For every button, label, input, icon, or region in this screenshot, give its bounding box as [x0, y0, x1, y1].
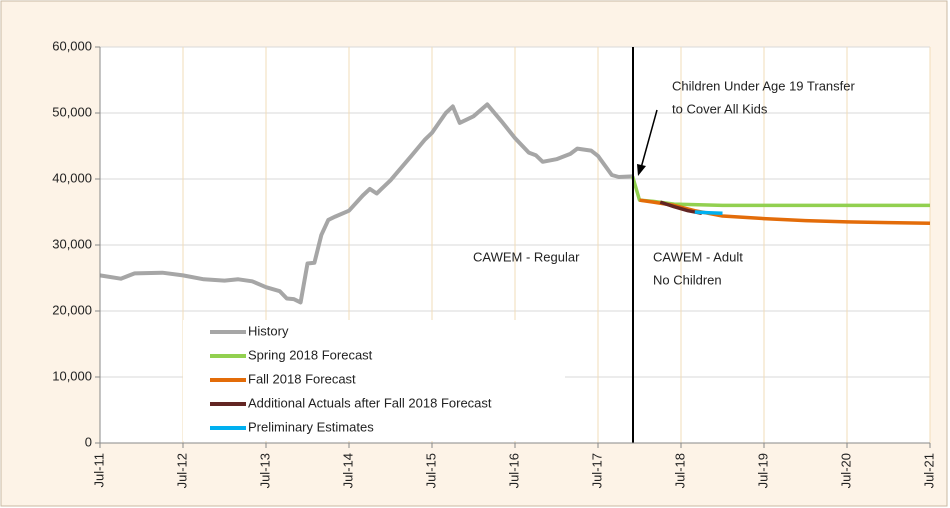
x-tick-label: Jul-20: [838, 453, 853, 488]
x-tick-label: Jul-12: [174, 453, 189, 488]
y-tick-label: 20,000: [52, 302, 92, 317]
legend-box: [183, 320, 565, 441]
legend-label: Fall 2018 Forecast: [248, 371, 356, 386]
x-tick-label: Jul-21: [921, 453, 936, 488]
x-tick-label: Jul-11: [91, 453, 106, 487]
x-tick-label: Jul-18: [672, 453, 687, 488]
x-tick-label: Jul-15: [423, 453, 438, 488]
legend-label: Preliminary Estimates: [248, 419, 374, 434]
annotation: CAWEM - Adult: [653, 249, 743, 264]
x-tick-label: Jul-19: [755, 453, 770, 488]
annotation: No Children: [653, 272, 722, 287]
x-tick-label: Jul-17: [589, 453, 604, 488]
series-line: [694, 210, 723, 216]
legend-label: Spring 2018 Forecast: [248, 347, 373, 362]
y-tick-label: 60,000: [52, 38, 92, 53]
legend-label: Additional Actuals after Fall 2018 Forec…: [248, 395, 492, 410]
x-tick-label: Jul-13: [257, 453, 272, 488]
y-tick-label: 0: [85, 434, 92, 449]
y-tick-label: 30,000: [52, 236, 92, 251]
annotation: CAWEM - Regular: [473, 249, 580, 264]
arrow: [640, 109, 658, 169]
legend-label: History: [248, 323, 289, 338]
x-tick-label: Jul-14: [340, 453, 355, 488]
annotation: to Cover All Kids: [672, 101, 768, 116]
x-tick-label: Jul-16: [506, 453, 521, 488]
arrow-head: [637, 164, 646, 176]
series-line: [99, 102, 633, 305]
annotation: Children Under Age 19 Transfer: [672, 78, 855, 93]
y-tick-label: 10,000: [52, 368, 92, 383]
y-tick-label: 40,000: [52, 170, 92, 185]
y-tick-label: 50,000: [52, 104, 92, 119]
